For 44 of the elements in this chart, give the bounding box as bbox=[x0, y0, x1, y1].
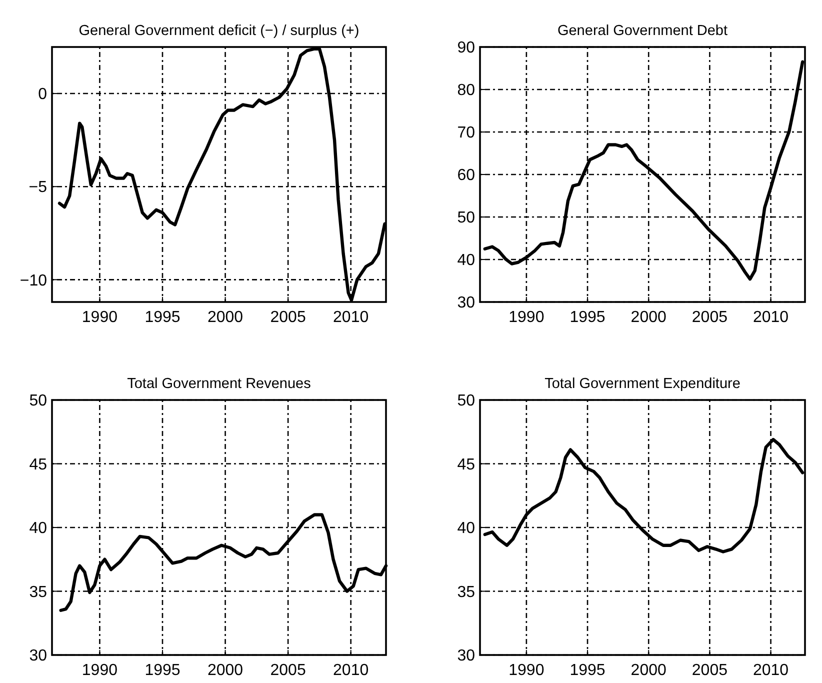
x-tick-label: 2005 bbox=[692, 309, 728, 326]
x-tick-label: 2005 bbox=[692, 662, 728, 679]
y-tick-label: 35 bbox=[457, 584, 476, 601]
y-tick-label: 40 bbox=[457, 520, 476, 538]
x-tick-label: 1990 bbox=[82, 309, 118, 326]
y-tick-label: −10 bbox=[20, 272, 48, 290]
chart-title: Total Government Revenues bbox=[127, 376, 311, 392]
chart-title: General Government deficit (−) / surplus (+) bbox=[78, 23, 360, 39]
x-tick-label: 2000 bbox=[630, 662, 667, 679]
y-tick-label: 50 bbox=[457, 210, 476, 227]
x-tick-label: 2005 bbox=[270, 309, 306, 326]
x-tick-label: 2005 bbox=[270, 662, 306, 679]
y-tick-label: 30 bbox=[29, 648, 48, 665]
y-tick-label: 80 bbox=[457, 82, 476, 100]
y-tick-label: 0 bbox=[38, 86, 48, 104]
x-tick-label: 2000 bbox=[207, 309, 244, 326]
y-tick-label: 90 bbox=[457, 40, 476, 57]
x-tick-label: 2010 bbox=[752, 662, 789, 679]
y-tick-label: 45 bbox=[29, 456, 48, 474]
y-tick-label: 35 bbox=[29, 584, 48, 601]
y-tick-label: 60 bbox=[457, 167, 476, 184]
x-tick-label: 1995 bbox=[144, 662, 180, 679]
x-tick-label: 2010 bbox=[752, 309, 789, 326]
x-tick-label: 1995 bbox=[570, 309, 606, 326]
y-tick-label: −5 bbox=[28, 179, 48, 196]
x-tick-label: 2000 bbox=[207, 662, 244, 679]
x-tick-label: 2010 bbox=[333, 309, 369, 326]
y-tick-label: 45 bbox=[457, 456, 476, 474]
x-tick-label: 1990 bbox=[508, 309, 544, 326]
x-tick-label: 2000 bbox=[630, 309, 667, 326]
y-tick-label: 30 bbox=[457, 294, 476, 312]
y-tick-label: 30 bbox=[457, 648, 476, 665]
x-tick-label: 1995 bbox=[144, 309, 180, 326]
chart-title: Total Government Expenditure bbox=[544, 376, 740, 392]
y-tick-label: 40 bbox=[29, 520, 48, 538]
y-tick-label: 50 bbox=[457, 392, 476, 410]
y-tick-label: 40 bbox=[457, 252, 476, 270]
x-tick-label: 1990 bbox=[82, 662, 118, 679]
y-tick-label: 50 bbox=[29, 392, 48, 410]
chart-title: General Government Debt bbox=[557, 23, 728, 39]
x-tick-label: 2010 bbox=[333, 662, 369, 679]
y-tick-label: 70 bbox=[457, 124, 476, 142]
x-tick-label: 1995 bbox=[570, 662, 606, 679]
x-tick-label: 1990 bbox=[508, 662, 544, 679]
